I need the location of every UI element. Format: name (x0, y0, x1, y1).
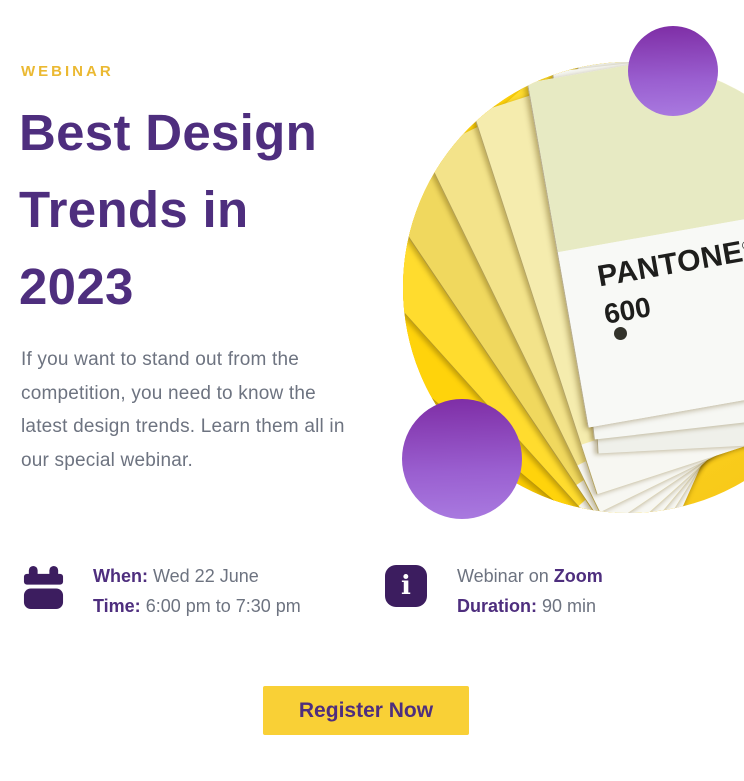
duration-line: Duration: 90 min (457, 591, 603, 621)
when-label: When: (93, 566, 148, 586)
page-title-line: 2023 (19, 258, 134, 315)
decorative-purple-circle-bottom (402, 399, 522, 519)
calendar-icon (22, 565, 65, 615)
when-value: Wed 22 June (153, 566, 259, 586)
info-icon-glyph: i (401, 571, 411, 601)
platform-detail: i Webinar on Zoom Duration: 90 min (385, 561, 603, 621)
register-now-button[interactable]: Register Now (263, 686, 469, 735)
platform-prefix: Webinar on (457, 566, 549, 586)
page-title-line: Best Design (19, 104, 318, 161)
page-title: Best Design Trends in 2023 (19, 94, 317, 325)
description-line: latest design trends. Learn them all in (21, 416, 345, 437)
description-text: If you want to stand out from the compet… (21, 343, 345, 477)
description-line: If you want to stand out from the (21, 349, 300, 370)
time-value: 6:00 pm to 7:30 pm (145, 596, 301, 616)
fan-rivet-dot (614, 327, 627, 340)
info-icon: i (385, 565, 427, 607)
time-line: Time: 6:00 pm to 7:30 pm (93, 591, 301, 621)
decorative-purple-circle-top (628, 26, 718, 116)
description-line: competition, you need to know the (21, 382, 316, 404)
time-label: Time: (93, 596, 141, 616)
duration-label: Duration: (457, 596, 537, 616)
platform-text: Webinar on Zoom Duration: 90 min (457, 561, 603, 621)
when-line: When: Wed 22 June (93, 561, 301, 591)
description-line: our special webinar. (21, 449, 193, 471)
duration-value: 90 min (542, 596, 597, 616)
platform-name: Zoom (553, 566, 603, 586)
eyebrow-label: WEBINAR (21, 63, 114, 80)
schedule-text: When: Wed 22 June Time: 6:00 pm to 7:30 … (93, 561, 301, 621)
platform-line: Webinar on Zoom (457, 561, 603, 591)
page-title-line: Trends in (19, 181, 249, 238)
schedule-detail: When: Wed 22 June Time: 6:00 pm to 7:30 … (22, 561, 301, 621)
